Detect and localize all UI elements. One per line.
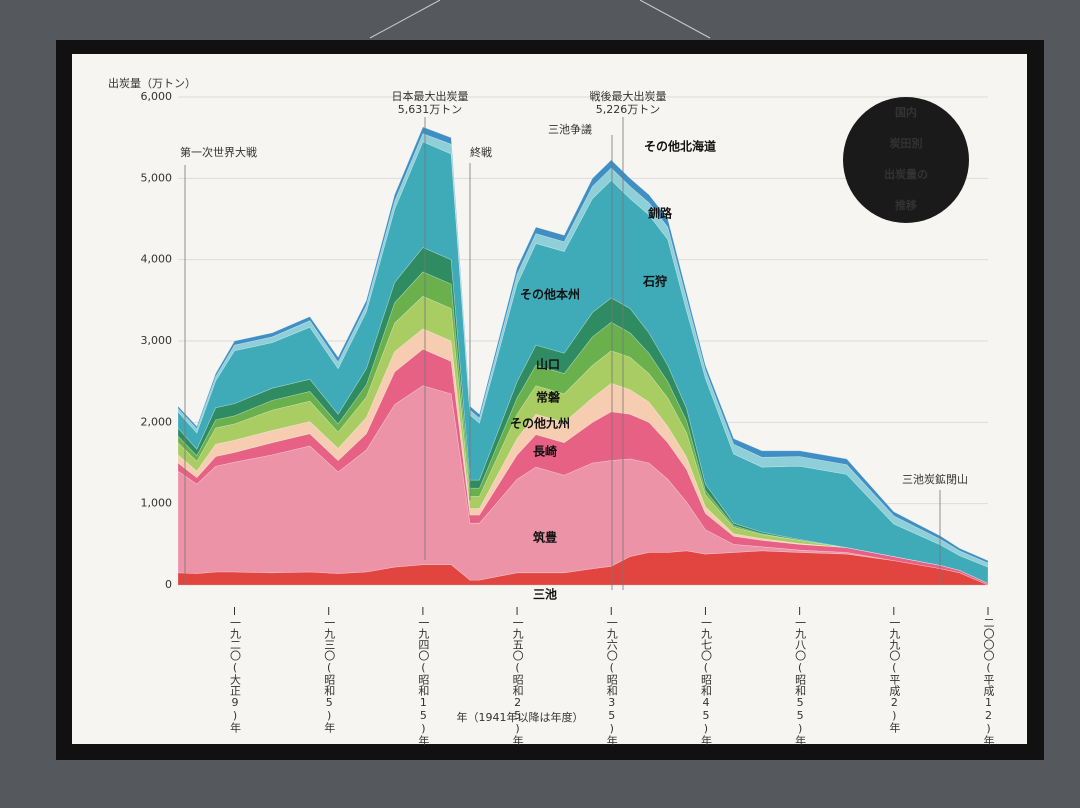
area bbox=[177, 295, 989, 584]
x-tick-label: 一九六〇(昭和35)年 bbox=[605, 617, 618, 746]
annotation: 三池争議 bbox=[548, 122, 592, 136]
series-label: 筑豊 bbox=[533, 530, 557, 545]
chart-title: 出炭量の bbox=[884, 167, 928, 181]
x-tick-label: 一九三〇(昭和5)年 bbox=[323, 617, 336, 733]
series-label: その他本州 bbox=[520, 287, 580, 302]
annotation: 日本最大出炭量 bbox=[392, 89, 469, 103]
y-tick-label: 6,000 bbox=[141, 90, 173, 103]
series-label: 三池 bbox=[533, 587, 557, 602]
y-tick-label: 1,000 bbox=[141, 497, 173, 510]
y-tick-label: 3,000 bbox=[141, 334, 173, 347]
series-label: 常磐 bbox=[536, 390, 561, 405]
area bbox=[177, 271, 989, 584]
title-badge bbox=[843, 97, 969, 223]
annotation: 三池炭鉱閉山 bbox=[902, 472, 968, 486]
x-tick-label: 一九八〇(昭和55)年 bbox=[794, 617, 807, 746]
x-tick-label: 一九九〇(平成2)年 bbox=[888, 617, 901, 733]
annotation: 終戦 bbox=[470, 145, 492, 159]
area bbox=[177, 126, 989, 564]
y-axis-label: 出炭量（万トン） bbox=[108, 76, 196, 90]
chart-title: 炭田別 bbox=[890, 136, 923, 150]
area bbox=[177, 385, 989, 586]
y-tick-label: 2,000 bbox=[141, 415, 173, 428]
annotation: 戦後最大出炭量 bbox=[590, 89, 667, 103]
hanging-wire bbox=[639, 0, 711, 39]
series-label: 釧路 bbox=[647, 206, 673, 221]
series-label: その他北海道 bbox=[644, 139, 716, 154]
area bbox=[177, 247, 989, 584]
chart-title: 国内 bbox=[895, 105, 917, 119]
y-tick-label: 4,000 bbox=[141, 253, 173, 266]
chart-title: 推移 bbox=[895, 198, 917, 212]
series-label: その他九州 bbox=[510, 416, 570, 431]
annotation: 5,631万トン bbox=[398, 103, 463, 116]
y-tick-label: 5,000 bbox=[141, 171, 173, 184]
x-tick-label: 一九七〇(昭和45)年 bbox=[699, 617, 712, 746]
x-tick-label: 一九二〇(大正9)年 bbox=[229, 617, 242, 733]
series-label: 石狩 bbox=[642, 274, 667, 289]
y-tick-label: 0 bbox=[165, 578, 172, 591]
series-label: 長崎 bbox=[533, 444, 557, 459]
x-tick-label: 二〇〇〇(平成12)年 bbox=[982, 617, 995, 746]
hanging-wire bbox=[369, 0, 441, 39]
x-axis-label: 年（1941年以降は年度） bbox=[457, 710, 584, 724]
area bbox=[177, 550, 989, 586]
annotation: 第一次世界大戦 bbox=[180, 145, 257, 159]
x-tick-label: 一九五〇(昭和25)年 bbox=[511, 617, 524, 746]
series-label: 山口 bbox=[536, 357, 560, 372]
plot bbox=[177, 96, 989, 586]
annotation: 5,226万トン bbox=[596, 103, 661, 116]
x-tick-label: 一九四〇(昭和15)年 bbox=[417, 617, 430, 746]
area bbox=[177, 328, 989, 584]
